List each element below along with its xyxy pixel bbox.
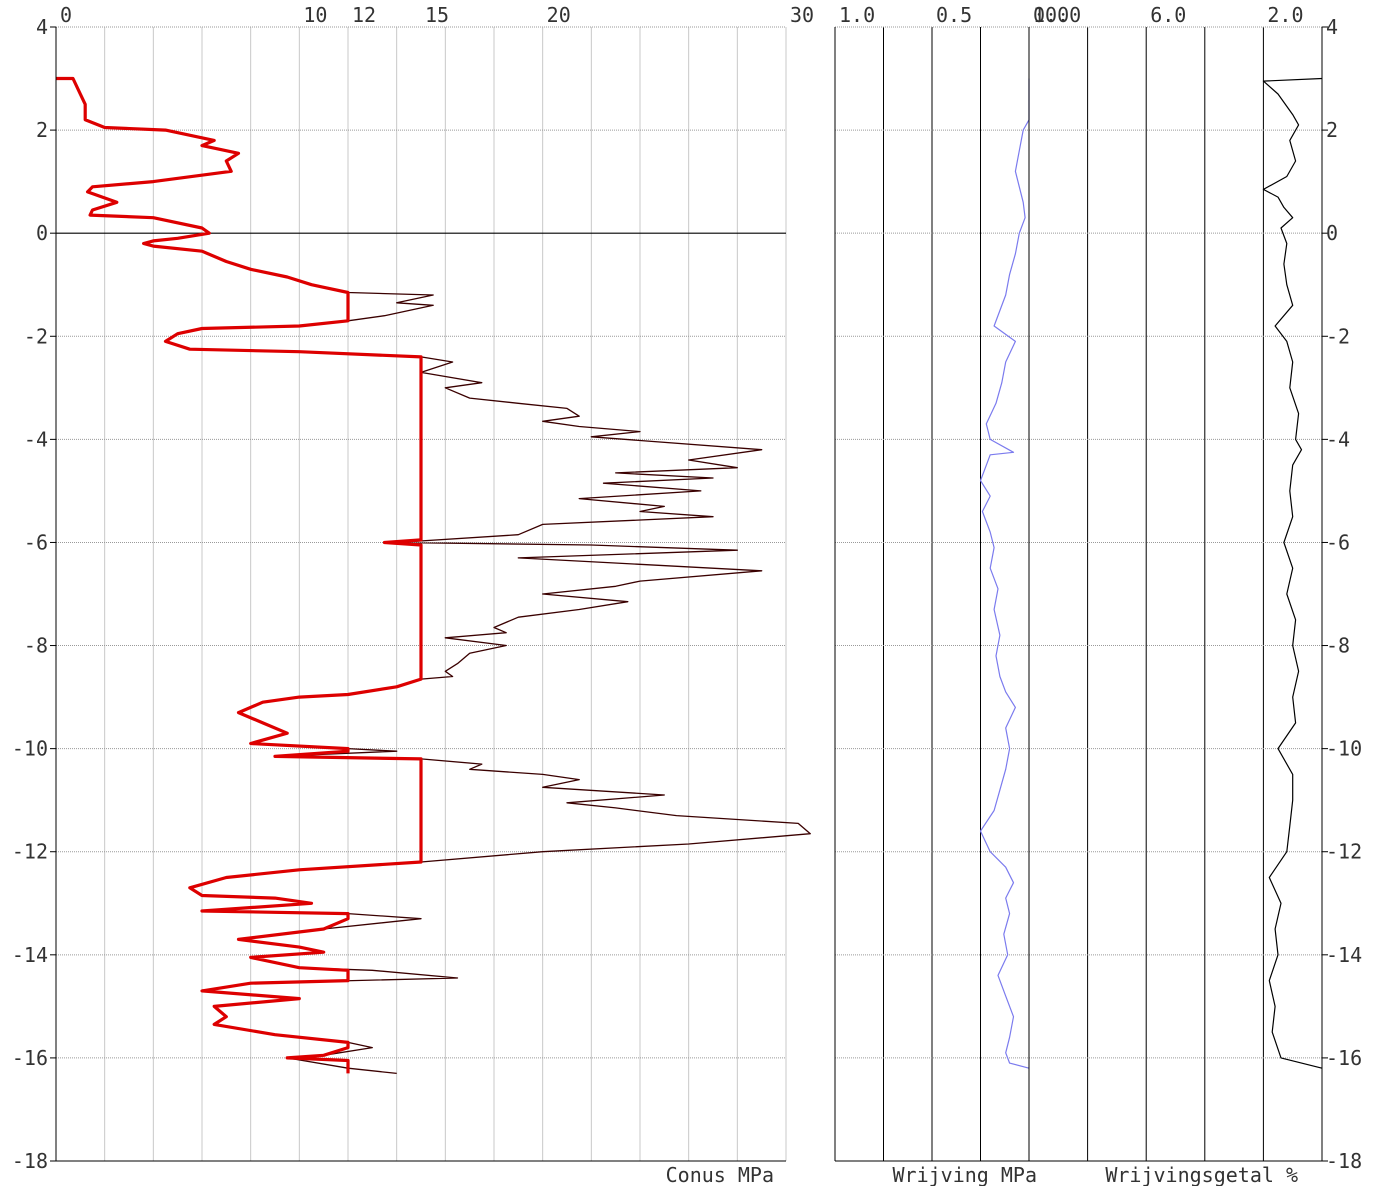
conus-axis-label: Conus MPa (666, 1163, 774, 1186)
depth-label-left: -8 (24, 634, 48, 658)
depth-label-left: -12 (12, 840, 48, 864)
depth-label-left: -6 (24, 530, 48, 554)
conus-tick-label: 10 (303, 3, 327, 27)
wrijvingsgetal-tick-label: 6.0 (1150, 3, 1186, 27)
depth-label-right: -6 (1326, 530, 1350, 554)
depth-label-left: -14 (12, 943, 48, 967)
depth-label-right: -16 (1326, 1046, 1362, 1070)
conus-series-limited (56, 76, 423, 1074)
wrijvingsgetal-tick-label: 10.0 (1033, 3, 1081, 27)
depth-label-left: -16 (12, 1046, 48, 1070)
depth-label-right: -12 (1326, 840, 1362, 864)
frame-layer (50, 26, 1328, 1162)
wrijvingsgetal-series-wrijvingsgetal (1262, 77, 1323, 1069)
conus-tick-label: 30 (790, 3, 814, 27)
depth-label-right: 2 (1326, 118, 1338, 142)
depth-label-left: 2 (36, 118, 48, 142)
depth-label-right: -8 (1326, 634, 1350, 658)
conus-tick-label: 0 (60, 3, 72, 27)
wrijving-tick-label: 0.0 (1033, 3, 1069, 27)
depth-label-left: -2 (24, 324, 48, 348)
conus-tick-label: 15 (425, 3, 449, 27)
wrijvingsgetal-axis-label: Wrijvingsgetal % (1105, 1163, 1298, 1186)
depth-label-right: 0 (1326, 221, 1338, 245)
depth-label-left: -18 (12, 1149, 48, 1173)
depth-label-right: -4 (1326, 427, 1350, 451)
conus-tick-label: 12 (352, 3, 376, 27)
wrijving-tick-label: 0.5 (936, 3, 972, 27)
wrijvingsgetal-tick-label: 2.0 (1267, 3, 1303, 27)
wrijving-tick-label: 1.0 (839, 3, 875, 27)
grid-layer (56, 26, 1323, 1162)
depth-label-right: 4 (1326, 15, 1338, 39)
depth-label-right: -14 (1326, 943, 1362, 967)
series-layer (56, 76, 1323, 1075)
depth-label-left: 4 (36, 15, 48, 39)
wrijving-axis-label: Wrijving MPa (893, 1163, 1038, 1186)
depth-label-right: -2 (1326, 324, 1350, 348)
conus-series-raw (56, 77, 811, 1075)
depth-label-right: -18 (1326, 1149, 1362, 1173)
depth-label-right: -10 (1326, 737, 1362, 761)
depth-label-left: -4 (24, 427, 48, 451)
wrijving-series-wrijving (979, 78, 1030, 1069)
depth-label-left: 0 (36, 221, 48, 245)
depth-label-left: -10 (12, 737, 48, 761)
conus-tick-label: 20 (547, 3, 571, 27)
